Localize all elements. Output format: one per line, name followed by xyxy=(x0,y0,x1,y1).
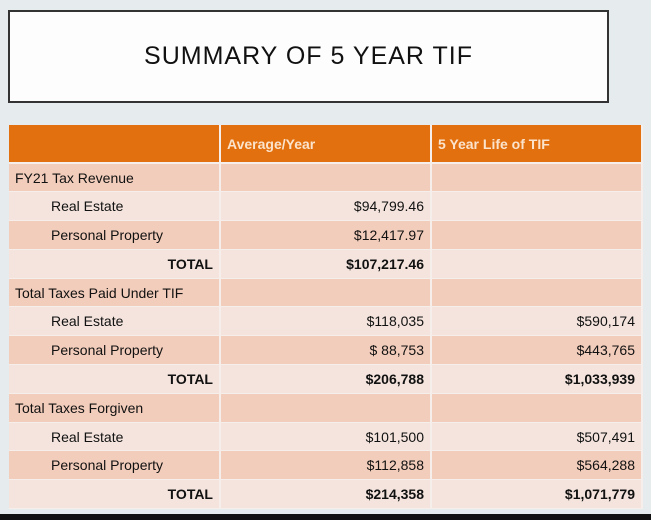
average-year-cell: $206,788 xyxy=(220,364,432,394)
five-year-life-cell xyxy=(431,163,643,193)
row-label: TOTAL xyxy=(9,249,221,279)
five-year-life-cell: $590,174 xyxy=(431,306,643,337)
row-label: Real Estate xyxy=(9,306,221,337)
row-label: FY21 Tax Revenue xyxy=(9,163,221,193)
five-year-life-cell xyxy=(431,249,643,279)
five-year-life-cell: $443,765 xyxy=(431,335,643,366)
five-year-life-cell xyxy=(431,278,643,308)
section-row: Total Taxes Forgiven xyxy=(9,393,643,423)
row-label: TOTAL xyxy=(9,479,221,510)
section-row: Total Taxes Paid Under TIF xyxy=(9,278,643,308)
average-year-cell xyxy=(220,163,432,193)
slide-title: SUMMARY OF 5 YEAR TIF xyxy=(144,42,473,70)
average-year-cell: $214,358 xyxy=(220,479,432,510)
average-year-cell: $94,799.46 xyxy=(220,191,432,222)
row-label: Real Estate xyxy=(9,191,221,222)
average-year-cell: $101,500 xyxy=(220,422,432,452)
average-year-cell: $107,217.46 xyxy=(220,249,432,279)
five-year-life-cell xyxy=(431,220,643,250)
row-label: TOTAL xyxy=(9,364,221,394)
row-label: Personal Property xyxy=(9,335,221,366)
tif-summary-table: Average/Year 5 Year Life of TIF FY21 Tax… xyxy=(9,125,643,510)
table-row: Real Estate $94,799.46 xyxy=(9,191,643,222)
section-row: FY21 Tax Revenue xyxy=(9,163,643,193)
table-row: Personal Property $12,417.97 xyxy=(9,220,643,250)
row-label: Personal Property xyxy=(9,220,221,250)
table-row: Personal Property $ 88,753 $443,765 xyxy=(9,335,643,366)
average-year-cell: $ 88,753 xyxy=(220,335,432,366)
row-label: Total Taxes Forgiven xyxy=(9,393,221,423)
average-year-cell xyxy=(220,278,432,308)
average-year-cell: $12,417.97 xyxy=(220,220,432,250)
five-year-life-cell: $564,288 xyxy=(431,450,643,481)
row-label: Personal Property xyxy=(9,450,221,481)
header-5-year-life: 5 Year Life of TIF xyxy=(431,125,643,164)
row-label: Real Estate xyxy=(9,422,221,452)
table-header-row: Average/Year 5 Year Life of TIF xyxy=(9,125,643,164)
slide-title-box: SUMMARY OF 5 YEAR TIF xyxy=(8,10,609,103)
five-year-life-cell xyxy=(431,393,643,423)
five-year-life-cell xyxy=(431,191,643,222)
header-average-year: Average/Year xyxy=(220,125,432,164)
five-year-life-cell: $507,491 xyxy=(431,422,643,452)
total-row: TOTAL $206,788 $1,033,939 xyxy=(9,364,643,394)
total-row: TOTAL $214,358 $1,071,779 xyxy=(9,479,643,510)
table-row: Personal Property $112,858 $564,288 xyxy=(9,450,643,481)
average-year-cell: $118,035 xyxy=(220,306,432,337)
average-year-cell xyxy=(220,393,432,423)
header-label xyxy=(9,125,221,164)
average-year-cell: $112,858 xyxy=(220,450,432,481)
five-year-life-cell: $1,071,779 xyxy=(431,479,643,510)
bottom-bar xyxy=(0,514,651,520)
five-year-life-cell: $1,033,939 xyxy=(431,364,643,394)
total-row: TOTAL $107,217.46 xyxy=(9,249,643,279)
row-label: Total Taxes Paid Under TIF xyxy=(9,278,221,308)
table-row: Real Estate $118,035 $590,174 xyxy=(9,306,643,337)
table-row: Real Estate $101,500 $507,491 xyxy=(9,422,643,452)
